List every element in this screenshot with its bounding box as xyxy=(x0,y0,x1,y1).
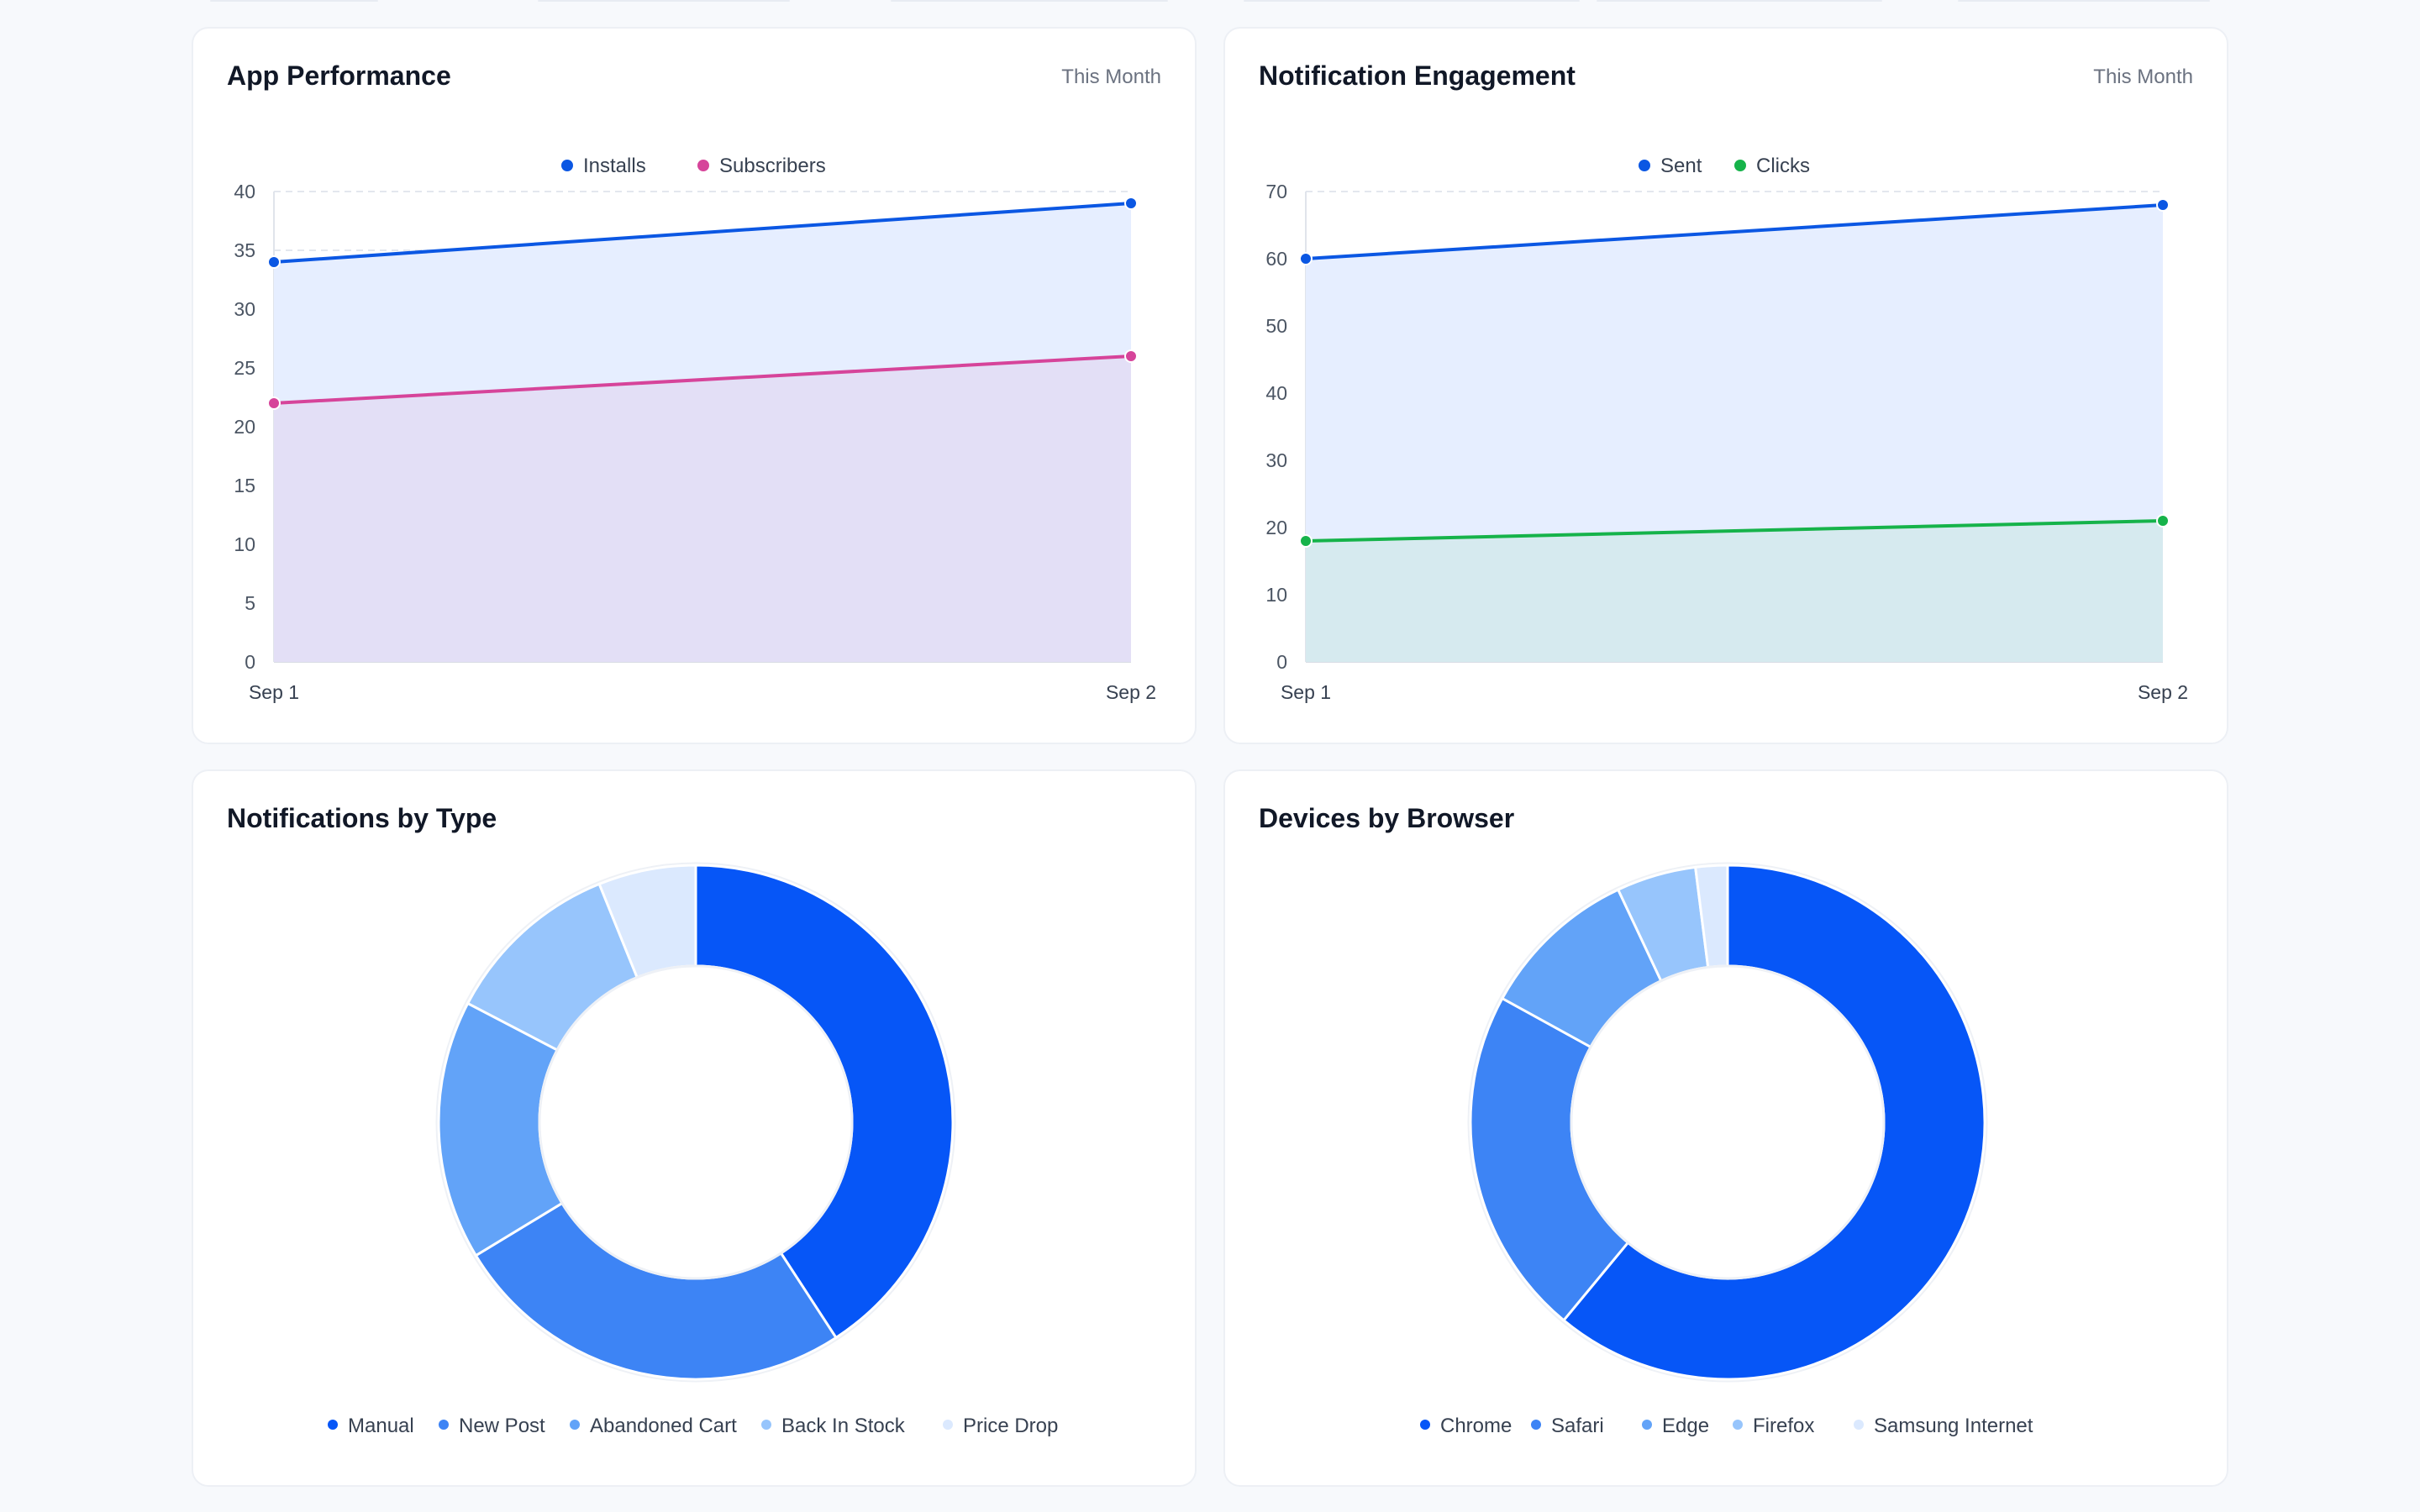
y-tick-label: 50 xyxy=(1265,315,1287,337)
legend-marker xyxy=(1639,160,1650,171)
donut-hole-ring xyxy=(538,964,854,1280)
legend-label: Subscribers xyxy=(719,155,826,177)
card-title: App Performance xyxy=(227,60,451,91)
legend-label: Clicks xyxy=(1756,155,1810,177)
card-title: Devices by Browser xyxy=(1259,803,1515,833)
legend-label: Safari xyxy=(1551,1415,1604,1437)
y-tick-label: 0 xyxy=(245,651,255,673)
y-tick-label: 25 xyxy=(234,357,255,379)
legend-label: Installs xyxy=(583,155,646,177)
legend-marker xyxy=(943,1420,953,1430)
app-performance-chart: 0 5 10 15 20 25 30 35 40 Sep 1 Sep 2 Installs Subscr… xyxy=(234,155,1156,703)
notification-engagement-card: Notification Engagement This Month 0 10 20… xyxy=(1223,27,2228,744)
notification-engagement-chart: 0 10 20 30 40 50 60 70 Sep 1 Sep 2 Sent Clicks xyxy=(1265,155,2188,703)
legend-label: Chrome xyxy=(1440,1415,1512,1437)
devices-by-browser-card: Devices by Browser Chrome Safari Edge Firef… xyxy=(1223,769,2228,1487)
legend-label: Price Drop xyxy=(963,1415,1058,1437)
y-tick-label: 40 xyxy=(1265,382,1287,404)
subscribers-point xyxy=(1124,349,1138,363)
x-tick-label: Sep 1 xyxy=(249,681,299,703)
y-tick-label: 40 xyxy=(234,181,255,202)
card-title: Notification Engagement xyxy=(1259,60,1576,91)
installs-point xyxy=(1124,197,1138,210)
legend-label: Abandoned Cart xyxy=(590,1415,737,1437)
legend-marker xyxy=(1420,1420,1430,1430)
y-tick-label: 60 xyxy=(1265,248,1287,270)
notifications-by-type-card: Notifications by Type Manual New Post Aban… xyxy=(192,769,1197,1487)
legend-label: Back In Stock xyxy=(781,1415,906,1437)
x-tick-label: Sep 2 xyxy=(1106,681,1156,703)
card-title: Notifications by Type xyxy=(227,803,497,833)
y-tick-label: 35 xyxy=(234,239,255,261)
legend-marker xyxy=(439,1420,449,1430)
sent-line xyxy=(1305,203,2164,260)
donut-ring xyxy=(1467,862,1988,1383)
sent-point xyxy=(2156,198,2170,212)
clicks-line xyxy=(1305,519,2164,543)
legend-marker xyxy=(1531,1420,1541,1430)
legend-label: New Post xyxy=(459,1415,545,1437)
slice-new-post xyxy=(474,1201,839,1381)
legend-marker xyxy=(561,160,573,171)
clicks-point xyxy=(1299,534,1313,548)
legend-marker xyxy=(328,1420,338,1430)
x-tick-label: Sep 1 xyxy=(1281,681,1331,703)
legend-marker xyxy=(1642,1420,1652,1430)
period-label: This Month xyxy=(1061,66,1161,88)
legend-marker xyxy=(1854,1420,1864,1430)
legend-marker xyxy=(697,160,709,171)
subscribers-area xyxy=(274,356,1131,662)
app-performance-card: App Performance This Month 0 5 10 15 20 25 30 3… xyxy=(192,27,1197,744)
y-tick-label: 20 xyxy=(234,416,255,438)
donut-hole-ring xyxy=(1570,964,1886,1280)
legend-marker xyxy=(1733,1420,1743,1430)
top-strip xyxy=(0,0,2420,3)
x-tick-label: Sep 2 xyxy=(2138,681,2188,703)
installs-line xyxy=(273,202,1132,264)
subscribers-point xyxy=(267,396,281,410)
notifications-by-type-chart: Manual New Post Abandoned Cart Back In Stoc… xyxy=(328,862,1058,1437)
subscribers-line xyxy=(273,354,1132,405)
y-tick-label: 20 xyxy=(1265,517,1287,538)
devices-by-browser-chart: Chrome Safari Edge Firefox Samsung Internet xyxy=(1420,862,2033,1437)
installs-point xyxy=(267,255,281,269)
y-tick-label: 0 xyxy=(1276,651,1287,673)
clicks-point xyxy=(2156,514,2170,528)
period-label: This Month xyxy=(2093,66,2193,88)
legend-label: Manual xyxy=(348,1415,414,1437)
legend-marker xyxy=(761,1420,771,1430)
y-tick-label: 10 xyxy=(234,533,255,555)
legend-label: Firefox xyxy=(1753,1415,1814,1437)
slice-manual xyxy=(694,864,955,1340)
legend-label: Sent xyxy=(1660,155,1702,177)
y-tick-label: 30 xyxy=(1265,449,1287,471)
legend-marker xyxy=(570,1420,580,1430)
slice-safari xyxy=(1469,996,1630,1322)
clicks-area xyxy=(1306,521,2163,662)
y-tick-label: 5 xyxy=(245,592,255,614)
y-tick-label: 30 xyxy=(234,298,255,320)
y-tick-label: 15 xyxy=(234,475,255,496)
legend-label: Samsung Internet xyxy=(1874,1415,2033,1437)
donut-ring xyxy=(435,862,956,1383)
y-tick-label: 10 xyxy=(1265,584,1287,606)
legend-marker xyxy=(1734,160,1746,171)
legend-label: Edge xyxy=(1662,1415,1709,1437)
y-tick-label: 70 xyxy=(1265,181,1287,202)
sent-point xyxy=(1299,252,1313,265)
